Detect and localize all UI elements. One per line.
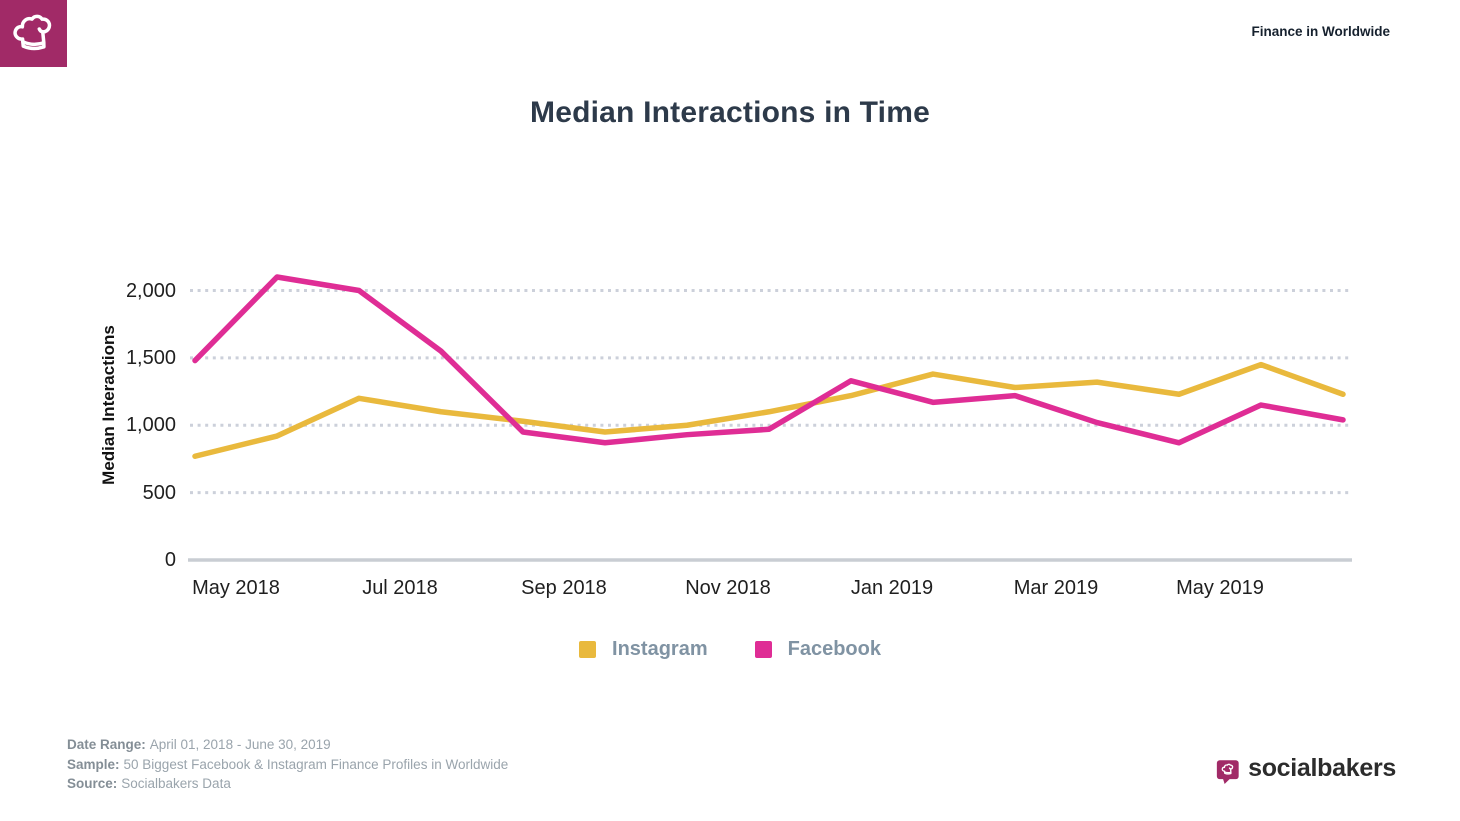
chart-legend: Instagram Facebook xyxy=(0,638,1460,661)
socialbakers-wordmark: socialbakers xyxy=(1248,754,1396,782)
x-tick-label: Jul 2018 xyxy=(362,577,438,599)
meta-date-range-label: Date Range: xyxy=(67,737,146,752)
x-tick-label: Mar 2019 xyxy=(1013,577,1099,599)
legend-label: Facebook xyxy=(787,638,881,660)
meta-date-range-value: April 01, 2018 - June 30, 2019 xyxy=(149,737,331,752)
legend-item-facebook[interactable]: Facebook xyxy=(754,638,881,661)
report-meta: Date Range: April 01, 2018 - June 30, 201… xyxy=(67,735,508,794)
y-tick-label: 1,500 xyxy=(125,346,176,369)
meta-sample-label: Sample: xyxy=(67,756,120,772)
y-tick-label: 1,000 xyxy=(125,414,176,437)
x-tick-label: May 2019 xyxy=(1176,577,1264,599)
region-label: Finance in Worldwide xyxy=(1251,24,1390,39)
x-tick-label: Jan 2019 xyxy=(850,577,934,599)
meta-sample: Sample: 50 Biggest Facebook & Instagram F… xyxy=(67,755,508,775)
legend-item-instagram[interactable]: Instagram xyxy=(579,638,708,661)
x-tick-label: May 2018 xyxy=(192,577,280,599)
series-line-facebook xyxy=(192,274,1346,446)
legend-swatch-icon xyxy=(579,641,597,658)
legend-swatch-icon xyxy=(754,641,772,658)
series-line-instagram xyxy=(192,361,1346,459)
meta-source-label: Source: xyxy=(67,776,118,791)
chart-title: Median Interactions in Time xyxy=(530,96,930,129)
meta-source-value: Socialbakers Data xyxy=(121,776,231,791)
x-tick-label: Nov 2018 xyxy=(685,577,771,599)
y-tick-label: 500 xyxy=(142,481,176,504)
y-tick-label: 2,000 xyxy=(125,279,176,302)
brand-logo-square xyxy=(0,0,67,67)
meta-date-range: Date Range: April 01, 2018 - June 30, 201… xyxy=(67,735,508,755)
x-tick-label: Sep 2018 xyxy=(521,577,607,599)
y-tick-label: 0 xyxy=(164,549,176,571)
socialbakers-logo: socialbakers xyxy=(1216,750,1396,796)
meta-sample-value: 50 Biggest Facebook & Instagram Finance … xyxy=(123,756,509,772)
chef-hat-speech-bubble-icon xyxy=(1216,760,1239,785)
legend-label: Instagram xyxy=(612,638,708,660)
meta-source: Source: Socialbakers Data xyxy=(67,774,508,794)
